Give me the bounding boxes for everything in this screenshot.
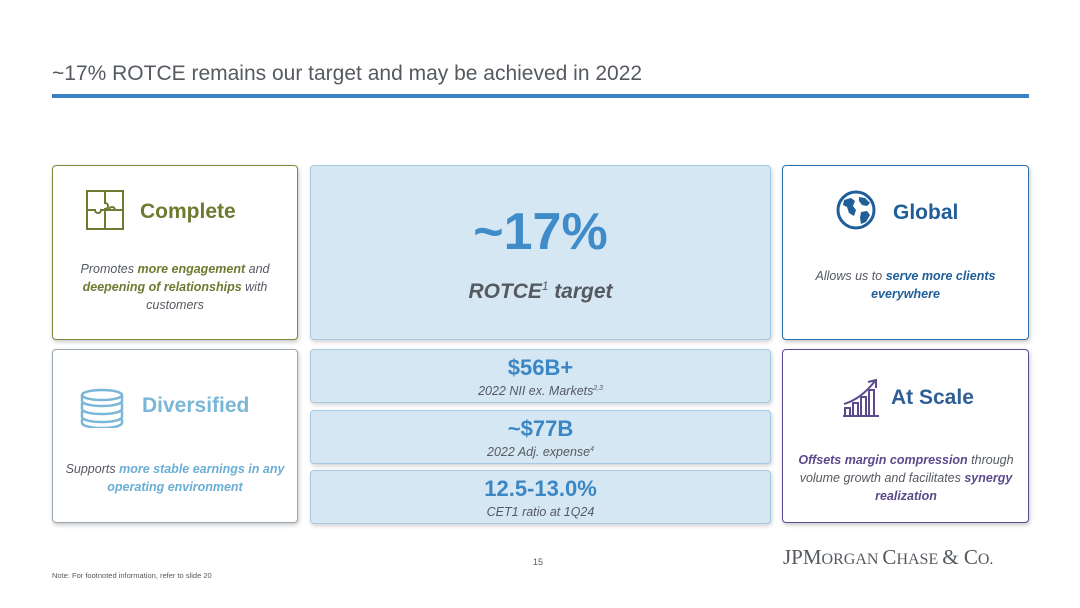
complete-description: Promotes more engagement and deepening o… — [80, 262, 270, 312]
metric-value: $56B+ — [507, 355, 574, 380]
slide-title: ~17% ROTCE remains our target and may be… — [52, 62, 643, 85]
at-scale-title: At Scale — [891, 386, 974, 409]
metric-panel-expense: ~$77B 2022 Adj. expense4 — [310, 410, 771, 464]
title-rule — [52, 94, 1029, 98]
complete-title: Complete — [140, 200, 236, 223]
rotce-target-panel: ~17% ROTCE1 target — [310, 165, 771, 340]
metric-label: 2022 NII ex. Markets2,3 — [478, 384, 603, 398]
diversified-title: Diversified — [142, 394, 250, 417]
metric-panel-cet1: 12.5-13.0% CET1 ratio at 1Q24 — [310, 470, 771, 524]
diversified-description: Supports more stable earnings in any ope… — [65, 462, 285, 494]
at-scale-card: At Scale Offsets margin compression thro… — [782, 349, 1029, 523]
diversified-card: Diversified Supports more stable earning… — [52, 349, 298, 523]
global-description: Allows us to serve more clients everywhe… — [815, 269, 996, 301]
global-title: Global — [893, 201, 959, 224]
rotce-value: ~17% — [473, 203, 608, 261]
metric-value: 12.5-13.0% — [484, 476, 597, 501]
metric-label: 2022 Adj. expense4 — [487, 445, 594, 459]
metric-panel-nii: $56B+ 2022 NII ex. Markets2,3 — [310, 349, 771, 403]
at-scale-description: Offsets margin compression through volum… — [798, 453, 1014, 503]
complete-card: Complete Promotes more engagement and de… — [52, 165, 298, 340]
page-number: 15 — [533, 557, 544, 567]
stacked-coins-icon — [77, 388, 127, 433]
metric-label: CET1 ratio at 1Q24 — [486, 505, 595, 519]
puzzle-icon — [85, 189, 125, 236]
rotce-label: ROTCE1 target — [468, 280, 613, 303]
global-card: Global Allows us to serve more clients e… — [782, 165, 1029, 340]
growth-chart-icon — [841, 377, 881, 424]
company-logo: JPMORGAN CHASE & CO. — [783, 545, 994, 569]
metric-value: ~$77B — [507, 416, 574, 441]
footnote: Note: For footnoted information, refer t… — [52, 571, 212, 580]
globe-icon — [835, 189, 877, 236]
